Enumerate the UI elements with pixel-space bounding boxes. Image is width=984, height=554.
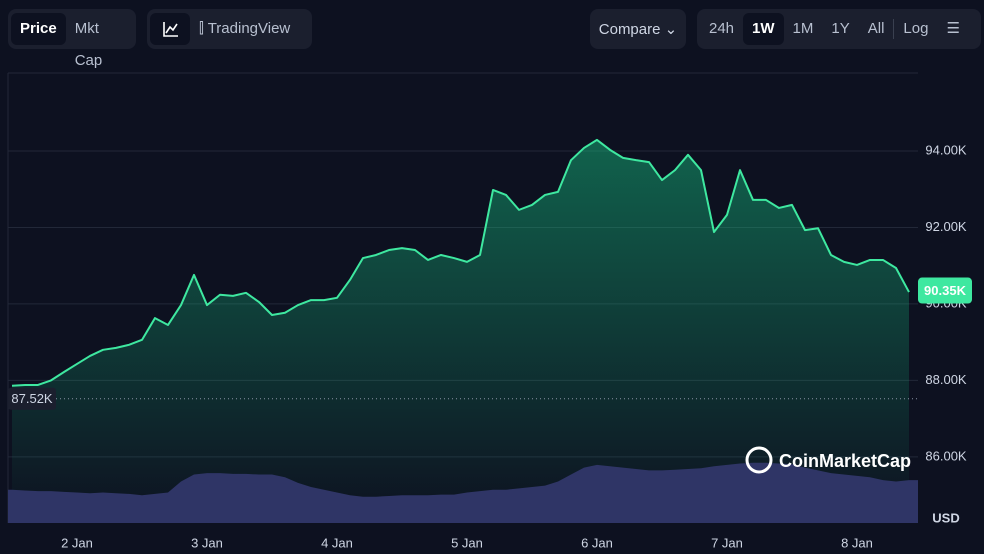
range-tabs: 24h 1W 1M 1Y All Log ☰ <box>697 9 981 49</box>
watermark-text: CoinMarketCap <box>779 451 911 471</box>
y-tick-label: 88.00K <box>925 372 967 387</box>
x-tick-label: 4 Jan <box>321 535 353 550</box>
x-tick-label: 6 Jan <box>581 535 613 550</box>
y-tick-label: 86.00K <box>925 448 967 463</box>
metric-tabs: Price Mkt Cap <box>8 9 136 69</box>
x-tick-label: 7 Jan <box>711 535 743 550</box>
open-label: 87.52K <box>11 391 53 406</box>
y-unit: USD <box>932 510 959 525</box>
tradingview[interactable]: ⫿ TradingView <box>199 20 291 37</box>
compare-label: Compare <box>598 20 661 38</box>
price-area <box>12 139 909 523</box>
line-view[interactable] <box>150 13 190 45</box>
y-tick-label: 94.00K <box>925 142 967 157</box>
range[interactable]: 1W <box>743 13 784 45</box>
range[interactable]: 1Y <box>831 20 850 37</box>
open-badge <box>8 387 56 410</box>
view-tabs: ⫿ TradingView <box>147 9 312 49</box>
divider <box>893 19 895 39</box>
log[interactable]: Log <box>903 20 929 37</box>
tab[interactable]: Mkt Cap <box>74 20 103 69</box>
last-label: 90.35K <box>924 283 967 298</box>
x-tick-label: 3 Jan <box>191 535 223 550</box>
watermark: CoinMarketCap <box>745 446 911 474</box>
price-line <box>11 138 910 387</box>
settings[interactable]: ☰ <box>946 20 960 37</box>
x-tick-label: 8 Jan <box>841 535 873 550</box>
compare[interactable]: Compare ⌄ <box>590 9 686 49</box>
y-tick-label: 92.00K <box>925 219 967 234</box>
range[interactable]: 24h <box>709 20 735 37</box>
tab[interactable]: Price <box>11 13 66 45</box>
x-tick-label: 2 Jan <box>61 535 93 550</box>
range[interactable]: 1M <box>792 20 814 37</box>
tradingview-label: TradingView <box>207 20 291 37</box>
range[interactable]: All <box>867 20 885 37</box>
x-tick-label: 5 Jan <box>451 535 483 550</box>
last-badge <box>918 277 972 304</box>
volume-area <box>8 462 918 523</box>
